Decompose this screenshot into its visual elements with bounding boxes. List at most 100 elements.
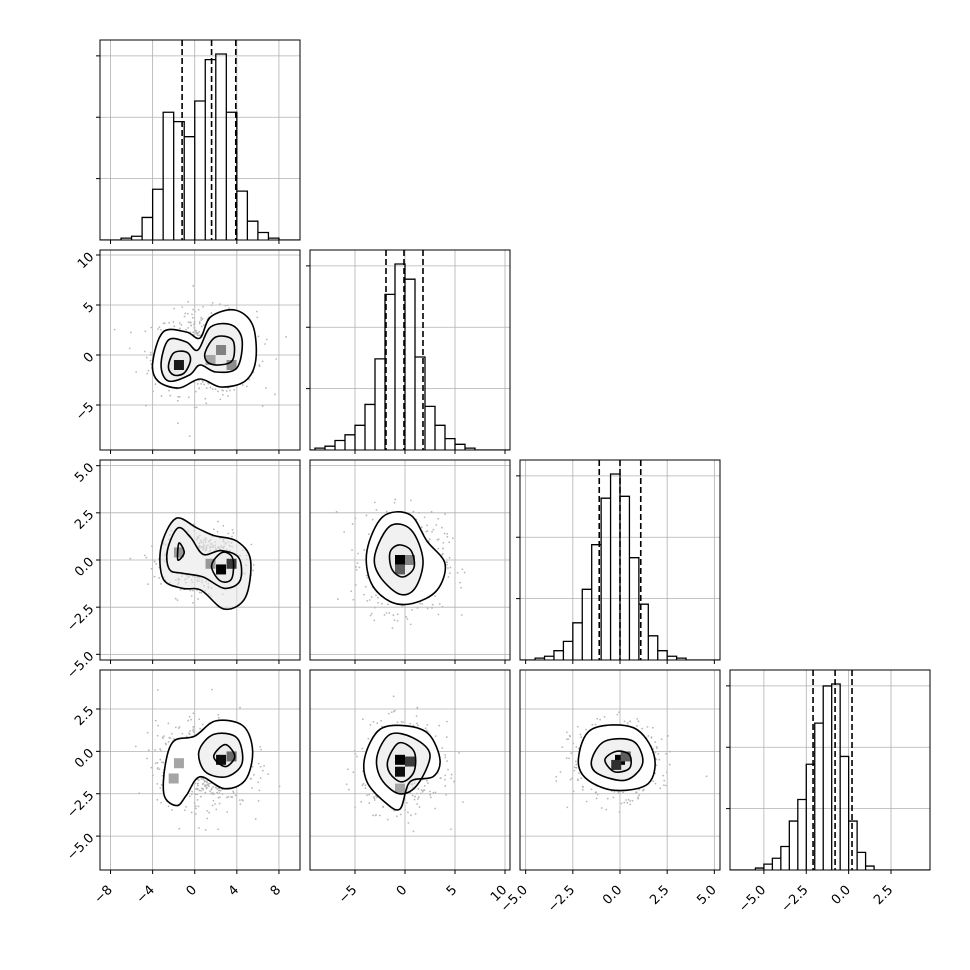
scatter-point-2-1 bbox=[393, 501, 396, 504]
contour-3-0-1 bbox=[197, 732, 244, 778]
scatter-point-3-0 bbox=[208, 785, 210, 788]
scatter-point-3-2 bbox=[594, 723, 597, 726]
scatter-point-2-1 bbox=[364, 585, 367, 588]
scatter-point-3-2 bbox=[600, 807, 603, 809]
scatter-point-1-0 bbox=[273, 393, 276, 396]
scatter-point-1-0 bbox=[265, 338, 268, 341]
scatter-point-3-0 bbox=[192, 725, 195, 728]
scatter-point-3-0 bbox=[162, 761, 165, 764]
scatter-point-3-0 bbox=[160, 801, 163, 804]
scatter-point-3-0 bbox=[171, 809, 174, 811]
scatter-point-2-1 bbox=[387, 603, 389, 606]
scatter-point-1-0 bbox=[226, 304, 229, 307]
scatter-point-3-0 bbox=[197, 779, 200, 782]
scatter-point-3-0 bbox=[204, 791, 207, 794]
scatter-point-3-1 bbox=[429, 790, 431, 793]
scatter-point-3-1 bbox=[429, 793, 431, 796]
scatter-point-3-2 bbox=[576, 725, 579, 728]
scatter-point-1-0 bbox=[184, 312, 187, 315]
scatter-point-3-1 bbox=[381, 725, 383, 728]
scatter-point-3-2 bbox=[629, 800, 632, 802]
panel-1-0: −5 0 5 10 bbox=[73, 249, 301, 454]
density-block-3-1-0 bbox=[395, 754, 405, 765]
scatter-point-2-0 bbox=[222, 524, 225, 527]
ytick-label-3-3: 2.5 bbox=[72, 704, 97, 729]
scatter-point-2-0 bbox=[227, 532, 230, 535]
scatter-point-3-0 bbox=[138, 792, 141, 795]
scatter-point-3-1 bbox=[376, 722, 379, 725]
scatter-point-3-0 bbox=[150, 766, 153, 769]
scatter-point-2-1 bbox=[416, 607, 419, 609]
scatter-point-1-0 bbox=[145, 404, 147, 407]
scatter-point-3-1 bbox=[443, 778, 446, 781]
scatter-point-3-2 bbox=[571, 777, 573, 780]
scatter-point-3-1 bbox=[367, 737, 370, 740]
scatter-point-2-1 bbox=[438, 603, 441, 605]
scatter-point-3-1 bbox=[369, 723, 372, 726]
scatter-point-3-0 bbox=[201, 777, 204, 780]
scatter-point-3-2 bbox=[637, 720, 640, 723]
scatter-point-3-1 bbox=[392, 695, 395, 698]
scatter-point-1-0 bbox=[192, 308, 194, 311]
density-block-2-1-1 bbox=[395, 564, 405, 575]
scatter-point-1-0 bbox=[200, 319, 203, 321]
scatter-point-3-0 bbox=[226, 811, 229, 813]
scatter-point-3-0 bbox=[159, 758, 162, 761]
scatter-point-2-0 bbox=[197, 598, 199, 600]
scatter-point-3-0 bbox=[194, 782, 196, 785]
panel-3-1: −5 0 5 10 bbox=[309, 669, 511, 907]
panel-inner-3-1 bbox=[345, 695, 464, 833]
scatter-point-1-0 bbox=[224, 304, 227, 307]
scatter-point-3-2 bbox=[657, 753, 660, 755]
scatter-point-3-2 bbox=[568, 734, 571, 737]
scatter-point-1-0 bbox=[178, 395, 181, 398]
scatter-point-3-0 bbox=[192, 730, 195, 732]
scatter-point-3-0 bbox=[261, 769, 264, 772]
scatter-point-3-2 bbox=[631, 799, 634, 802]
scatter-point-3-1 bbox=[356, 755, 358, 758]
scatter-point-2-1 bbox=[377, 601, 380, 604]
scatter-point-3-0 bbox=[218, 792, 221, 795]
scatter-point-1-0 bbox=[168, 389, 170, 392]
scatter-point-3-0 bbox=[252, 773, 255, 776]
scatter-point-3-1 bbox=[444, 756, 447, 759]
scatter-point-3-0 bbox=[156, 782, 159, 785]
scatter-point-3-2 bbox=[566, 806, 569, 809]
scatter-point-3-0 bbox=[259, 765, 262, 768]
scatter-point-3-2 bbox=[665, 752, 667, 755]
scatter-point-3-1 bbox=[416, 803, 419, 806]
panel-1-1 bbox=[306, 249, 511, 454]
scatter-point-1-0 bbox=[198, 334, 201, 337]
scatter-point-3-2 bbox=[627, 798, 630, 801]
scatter-point-3-2 bbox=[654, 741, 657, 744]
scatter-point-2-1 bbox=[374, 606, 377, 609]
scatter-point-3-1 bbox=[450, 777, 453, 780]
scatter-point-2-1 bbox=[351, 549, 353, 551]
scatter-point-2-1 bbox=[441, 605, 444, 608]
scatter-point-1-0 bbox=[256, 316, 259, 319]
scatter-point-1-0 bbox=[177, 422, 179, 425]
scatter-point-2-1 bbox=[351, 523, 354, 525]
scatter-point-1-0 bbox=[192, 284, 195, 287]
scatter-point-2-1 bbox=[442, 541, 445, 544]
scatter-point-2-0 bbox=[252, 569, 255, 572]
scatter-point-1-0 bbox=[219, 398, 222, 401]
scatter-point-1-0 bbox=[229, 389, 231, 392]
scatter-point-3-0 bbox=[190, 718, 193, 721]
scatter-point-1-0 bbox=[178, 322, 181, 324]
scatter-point-2-0 bbox=[232, 532, 235, 534]
scatter-point-3-1 bbox=[427, 782, 429, 785]
density-block-1-0-3 bbox=[205, 355, 216, 365]
scatter-point-3-2 bbox=[629, 720, 631, 723]
scatter-point-2-1 bbox=[383, 614, 386, 616]
scatter-point-3-0 bbox=[226, 796, 229, 799]
scatter-point-3-2 bbox=[652, 780, 655, 783]
scatter-point-1-0 bbox=[200, 382, 203, 385]
scatter-point-3-2 bbox=[636, 717, 639, 720]
scatter-point-2-1 bbox=[385, 510, 388, 513]
scatter-point-3-2 bbox=[575, 746, 578, 748]
panel-grid-3-0 bbox=[100, 670, 300, 870]
scatter-point-3-0 bbox=[212, 786, 214, 788]
scatter-point-1-0 bbox=[160, 328, 162, 331]
